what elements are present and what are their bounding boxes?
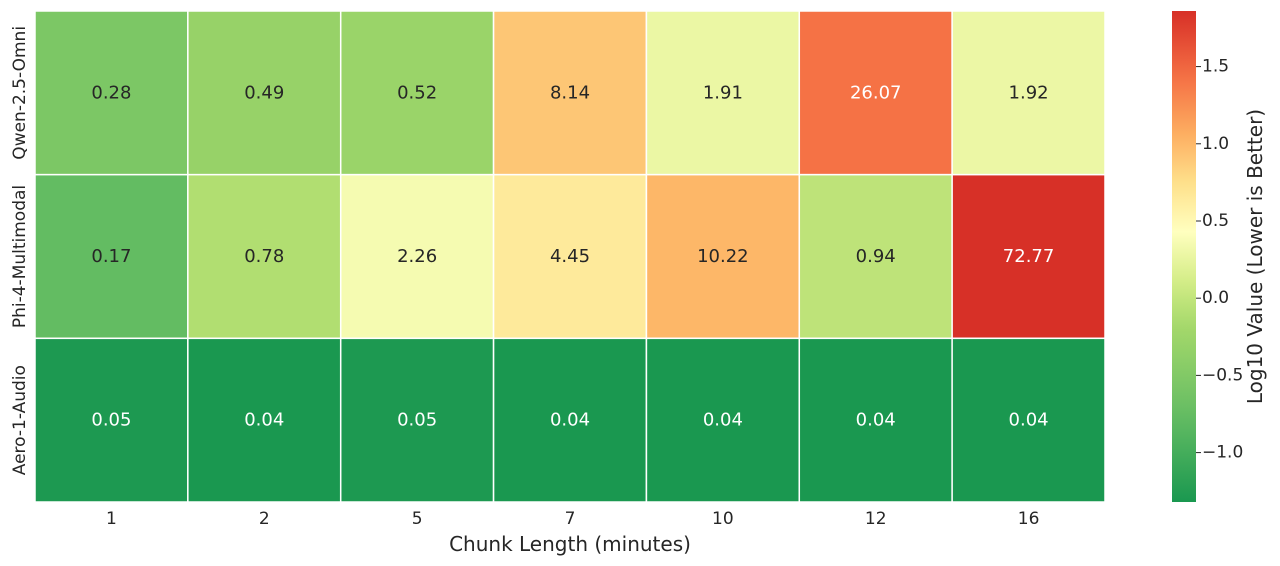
cell-value-label: 1.92 <box>1009 82 1049 103</box>
heatmap-cell <box>798 173 953 340</box>
x-tick-label: 10 <box>712 509 734 529</box>
heatmap-cell <box>187 10 342 176</box>
colorbar-ticks: −1.0 −0.5 0.0 0.5 1.0 1.5 <box>1196 57 1243 463</box>
x-tick-label: 7 <box>565 509 576 529</box>
cell-value-label: 0.49 <box>244 82 284 103</box>
heatmap-cell <box>951 337 1106 503</box>
cell-value-label: 0.78 <box>244 246 284 267</box>
cell-value-label: 0.04 <box>550 410 590 431</box>
cell-value-label: 10.22 <box>697 246 749 267</box>
colorbar <box>1172 11 1196 502</box>
colorbar-tick-label: 1.5 <box>1202 57 1229 77</box>
y-tick-labels: Qwen-2.5-Omni Phi-4-Multimodal Aero-1-Audi… <box>10 26 30 475</box>
heatmap-cell <box>34 10 189 176</box>
cell-value-label: 0.04 <box>856 410 896 431</box>
heatmap-cell <box>34 337 189 503</box>
cell-value-label: 0.05 <box>91 410 131 431</box>
heatmap-cell <box>951 173 1106 340</box>
cell-value-label: 0.17 <box>91 246 131 267</box>
y-tick-label: Qwen-2.5-Omni <box>10 26 30 160</box>
x-tick-label: 1 <box>106 509 117 529</box>
cell-value-label: 0.05 <box>397 410 437 431</box>
heatmap-cell <box>798 10 953 176</box>
x-tick-label: 12 <box>865 509 887 529</box>
cell-value-label: 0.04 <box>1009 410 1049 431</box>
x-axis-label: Chunk Length (minutes) <box>449 532 691 556</box>
y-tick-label: Phi-4-Multimodal <box>10 185 30 328</box>
heatmap-cell <box>339 337 495 503</box>
colorbar-tick-label: −0.5 <box>1202 365 1243 385</box>
heatmap-cells: 0.28 0.49 0.52 8.14 1.91 26.07 1.92 0.17 0.78 2.2… <box>34 10 1106 503</box>
heatmap-cell <box>645 173 801 340</box>
x-tick-label: 5 <box>412 509 423 529</box>
cell-value-label: 0.04 <box>703 410 743 431</box>
cell-value-label: 8.14 <box>550 82 590 103</box>
colorbar-tick-label: −1.0 <box>1202 443 1243 463</box>
y-tick-label: Aero-1-Audio <box>10 365 30 475</box>
heatmap-cell <box>34 173 189 340</box>
colorbar-label: Log10 Value (Lower is Better) <box>1243 109 1267 404</box>
heatmap-cell <box>798 337 953 503</box>
heatmap-cell <box>339 173 495 340</box>
cell-value-label: 26.07 <box>850 82 902 103</box>
cell-value-label: 0.94 <box>856 246 896 267</box>
cell-value-label: 1.91 <box>703 82 743 103</box>
cell-value-label: 0.04 <box>244 410 284 431</box>
x-tick-labels: 1 2 5 7 10 12 16 <box>106 509 1039 529</box>
cell-value-label: 72.77 <box>1003 246 1055 267</box>
cell-value-label: 0.28 <box>91 82 131 103</box>
heatmap-cell <box>492 10 648 176</box>
heatmap-cell <box>339 10 495 176</box>
colorbar-tick-label: 0.0 <box>1202 288 1229 308</box>
cell-value-label: 0.52 <box>397 82 437 103</box>
colorbar-tick-label: 0.5 <box>1202 211 1229 231</box>
heatmap-cell <box>492 337 648 503</box>
colorbar-tick-label: 1.0 <box>1202 134 1229 154</box>
x-tick-label: 16 <box>1018 509 1040 529</box>
heatmap-cell <box>645 10 801 176</box>
cell-value-label: 2.26 <box>397 246 437 267</box>
heatmap-cell <box>187 337 342 503</box>
heatmap-cell <box>645 337 801 503</box>
cell-value-label: 4.45 <box>550 246 590 267</box>
x-tick-label: 2 <box>259 509 270 529</box>
